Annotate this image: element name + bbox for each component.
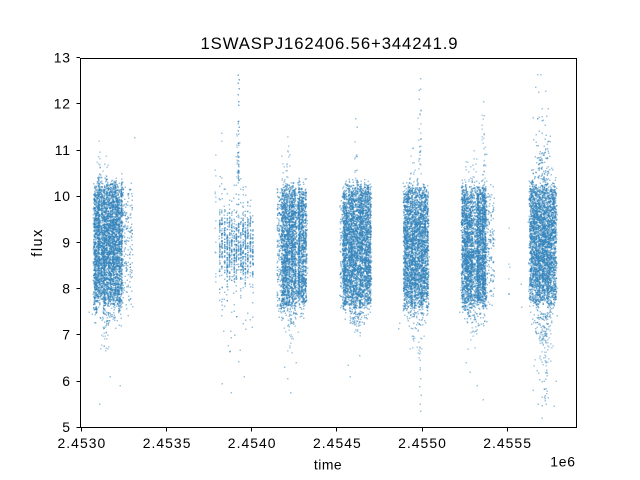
svg-text:10: 10 (54, 188, 71, 204)
svg-text:7: 7 (62, 327, 71, 343)
svg-text:1e6: 1e6 (550, 453, 576, 469)
svg-text:5: 5 (62, 419, 71, 435)
svg-text:2.4545: 2.4545 (313, 435, 362, 451)
svg-text:1SWASPJ162406.56+344241.9: 1SWASPJ162406.56+344241.9 (200, 34, 458, 53)
svg-text:2.4540: 2.4540 (228, 435, 277, 451)
svg-text:8: 8 (62, 281, 71, 297)
svg-text:13: 13 (54, 50, 71, 66)
svg-text:2.4535: 2.4535 (143, 435, 192, 451)
svg-text:2.4555: 2.4555 (483, 435, 532, 451)
svg-text:time: time (314, 456, 342, 472)
svg-text:9: 9 (62, 234, 71, 250)
svg-text:2.4550: 2.4550 (398, 435, 447, 451)
svg-text:2.4530: 2.4530 (58, 435, 107, 451)
svg-text:flux: flux (30, 228, 46, 257)
svg-text:6: 6 (62, 373, 71, 389)
svg-text:12: 12 (54, 96, 71, 112)
svg-text:11: 11 (55, 142, 71, 158)
